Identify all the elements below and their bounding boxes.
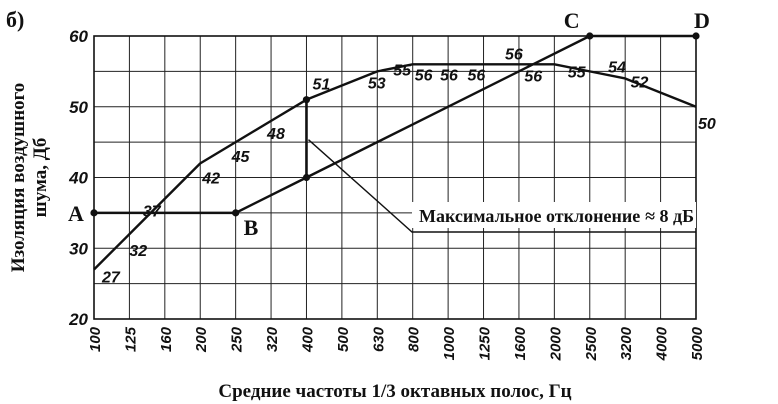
x-tick-label: 125: [122, 326, 139, 352]
x-tick-label: 400: [299, 326, 316, 353]
point-value-label: 53: [368, 76, 386, 93]
point-value-label: 52: [631, 75, 649, 92]
point-value-label: 54: [608, 59, 626, 76]
deviation-point-top: [302, 96, 311, 104]
x-axis-title: Средние частоты 1/3 октавных полос, Гц: [218, 381, 571, 402]
x-tick-label: 1600: [512, 326, 529, 360]
point-letter-d: D: [694, 8, 710, 33]
annotation-approx-value: ≈ 8 дБ: [645, 206, 694, 226]
point-value-label: 50: [698, 116, 716, 133]
point-value-label: 56: [524, 68, 542, 85]
series-point-reference: [586, 32, 594, 40]
x-tick-label: 200: [193, 326, 210, 353]
y-axis-title-line-2: шума, Дб: [30, 138, 51, 218]
series-point-reference: [232, 209, 240, 217]
point-value-label: 32: [129, 243, 147, 260]
panel-label: б): [6, 7, 24, 32]
y-tick-label: 50: [69, 98, 88, 117]
x-tick-label: 800: [406, 326, 423, 352]
point-value-label: 56: [440, 67, 458, 84]
x-tick-label: 4000: [654, 326, 671, 361]
point-value-label: 42: [201, 170, 220, 187]
series-line-measured: [93, 63, 697, 271]
plot-frame: [93, 35, 697, 320]
point-value-label: 51: [312, 77, 330, 94]
series-point-reference: [90, 209, 98, 217]
y-tick-label: 30: [69, 239, 88, 258]
point-value-label: 56: [505, 46, 523, 63]
x-tick-label: 250: [229, 326, 246, 353]
x-tick-label: 320: [264, 326, 281, 352]
x-tick-label: 2000: [547, 326, 564, 361]
annotation-leader-line: [308, 139, 696, 233]
annotation-text: Максимальное отклонение: [419, 206, 640, 226]
x-tick-label: 160: [158, 326, 175, 352]
y-tick-label: 60: [69, 27, 88, 46]
point-value-label: 45: [231, 149, 251, 166]
point-value-label: 56: [415, 67, 433, 84]
series-point-reference: [692, 32, 700, 40]
x-tick-label: 1250: [477, 326, 494, 360]
point-value-label: 27: [101, 269, 121, 286]
x-tick-label: 500: [335, 326, 352, 352]
point-value-label: 55: [393, 62, 412, 79]
y-tick-label: 20: [68, 310, 88, 329]
x-tick-label: 3200: [618, 326, 635, 360]
y-axis-title-line-1: Изоляция воздушного: [8, 83, 29, 273]
x-tick-label: 1000: [441, 326, 458, 360]
point-letter-a: A: [68, 201, 84, 226]
y-tick-label: 40: [68, 169, 88, 188]
point-letter-c: C: [564, 8, 580, 33]
x-tick-label: 5000: [689, 326, 706, 360]
annotation-background: [412, 202, 696, 228]
point-value-label: 48: [266, 126, 285, 143]
x-tick-label: 630: [370, 326, 387, 352]
point-value-label: 56: [468, 67, 486, 84]
point-value-label: 55: [568, 64, 587, 81]
point-letter-b: B: [244, 215, 259, 240]
x-tick-label: 2500: [583, 326, 600, 361]
x-tick-label: 100: [87, 326, 104, 352]
